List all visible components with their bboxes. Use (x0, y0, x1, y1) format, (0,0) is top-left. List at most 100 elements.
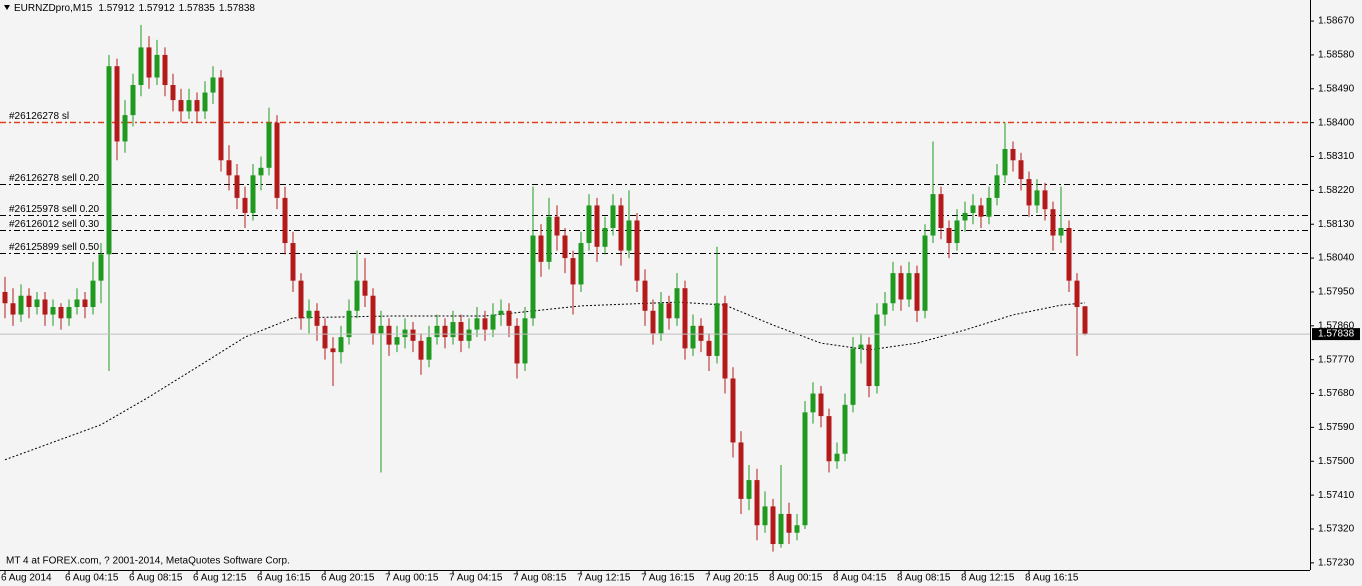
candle-body (914, 273, 920, 311)
candle-body (858, 344, 864, 349)
y-tick-label: 1.58400 (1318, 117, 1355, 128)
candle-body (970, 205, 976, 213)
candle-body (74, 299, 80, 308)
candle-body (354, 280, 360, 311)
candle-body (530, 235, 536, 319)
candle-body (442, 325, 448, 338)
candle-body (114, 66, 120, 142)
candle-body (738, 442, 744, 499)
candle-body (898, 273, 904, 300)
candle-body (562, 235, 568, 259)
candle-body (218, 77, 224, 161)
x-tick-label: 6 Aug 16:15 (257, 573, 311, 584)
candle-body (466, 329, 472, 341)
y-tick-label: 1.58220 (1318, 185, 1355, 196)
x-tick-label: 7 Aug 12:15 (577, 573, 631, 584)
candle-body (634, 220, 640, 281)
candle-body (1066, 227, 1072, 281)
order-label: #26125978 sell 0.20 (9, 204, 100, 215)
candle-body (266, 122, 272, 168)
candle-body (786, 513, 792, 533)
x-tick-label: 6 Aug 2014 (1, 573, 52, 584)
candle-body (242, 197, 248, 213)
candle-body (98, 254, 104, 281)
candle-body (834, 453, 840, 462)
candle-body (474, 318, 480, 330)
candle-body (730, 378, 736, 443)
candle-body (866, 344, 872, 387)
candle-body (594, 205, 600, 247)
candle-body (434, 325, 440, 338)
order-label: #26126278 sl (9, 111, 69, 122)
symbol: EURNZDpro,M15 (14, 3, 93, 14)
x-tick-label: 7 Aug 04:15 (449, 573, 503, 584)
candle-body (2, 291, 8, 304)
candle-body (10, 303, 16, 315)
candle-body (962, 212, 968, 221)
y-tick-label: 1.58130 (1318, 219, 1355, 230)
x-tick-label: 8 Aug 12:15 (961, 573, 1015, 584)
candle-body (330, 348, 336, 353)
candle-body (1082, 306, 1088, 335)
candle-body (178, 100, 184, 112)
candle-body (1058, 227, 1064, 236)
candle-body (154, 54, 160, 78)
candle-body (762, 506, 768, 526)
candle-body (890, 273, 896, 304)
candle-body (986, 197, 992, 217)
candle-body (882, 303, 888, 315)
candle-body (778, 513, 784, 545)
candle-body (250, 175, 256, 213)
candle-body (146, 47, 152, 78)
candle-body (226, 160, 232, 176)
candle-body (482, 318, 488, 330)
candle-body (698, 325, 704, 341)
y-tick-label: 1.58040 (1318, 253, 1355, 264)
candle-body (514, 325, 520, 364)
y-tick-label: 1.58670 (1318, 16, 1355, 27)
y-tick-label: 1.57500 (1318, 456, 1355, 467)
y-tick-label: 1.58310 (1318, 151, 1355, 162)
candle-body (1010, 148, 1016, 161)
candle-body (346, 310, 352, 338)
candle-body (202, 92, 208, 112)
candle-body (818, 393, 824, 417)
candle-body (650, 310, 656, 334)
candle-body (314, 310, 320, 326)
candle-body (410, 329, 416, 341)
candle-body (426, 337, 432, 360)
candle-body (610, 205, 616, 228)
x-tick-label: 7 Aug 16:15 (641, 573, 695, 584)
candle-body (538, 235, 544, 262)
candle-body (714, 303, 720, 356)
candle-body (722, 303, 728, 379)
candle-body (498, 310, 504, 315)
candle-body (626, 220, 632, 251)
candle-body (66, 307, 72, 319)
moving-average (4, 301, 1086, 461)
order-label: #26126278 sell 0.20 (9, 173, 100, 184)
close: 1.57838 (219, 3, 256, 14)
candle-body (194, 100, 200, 112)
candle-body (298, 280, 304, 319)
bid-box (1312, 328, 1360, 341)
candle-body (770, 506, 776, 545)
candle-body (682, 288, 688, 349)
y-tick-label: 1.57410 (1318, 490, 1355, 501)
candle-body (666, 303, 672, 319)
header: EURNZDpro,M15 1.57912 1.57912 1.57835 1.5783… (14, 3, 255, 14)
y-tick-label: 1.57590 (1318, 422, 1355, 433)
candle-body (674, 288, 680, 319)
order-label: #26126012 sell 0.30 (9, 219, 100, 230)
candle-body (874, 314, 880, 387)
candle-body (842, 404, 848, 454)
candle-body (458, 322, 464, 341)
candle-body (1018, 160, 1024, 180)
candle-body (1074, 280, 1080, 308)
x-tick-label: 8 Aug 16:15 (1025, 573, 1079, 584)
candle-body (418, 340, 424, 360)
open: 1.57912 (98, 3, 135, 14)
candle-body (946, 227, 952, 244)
